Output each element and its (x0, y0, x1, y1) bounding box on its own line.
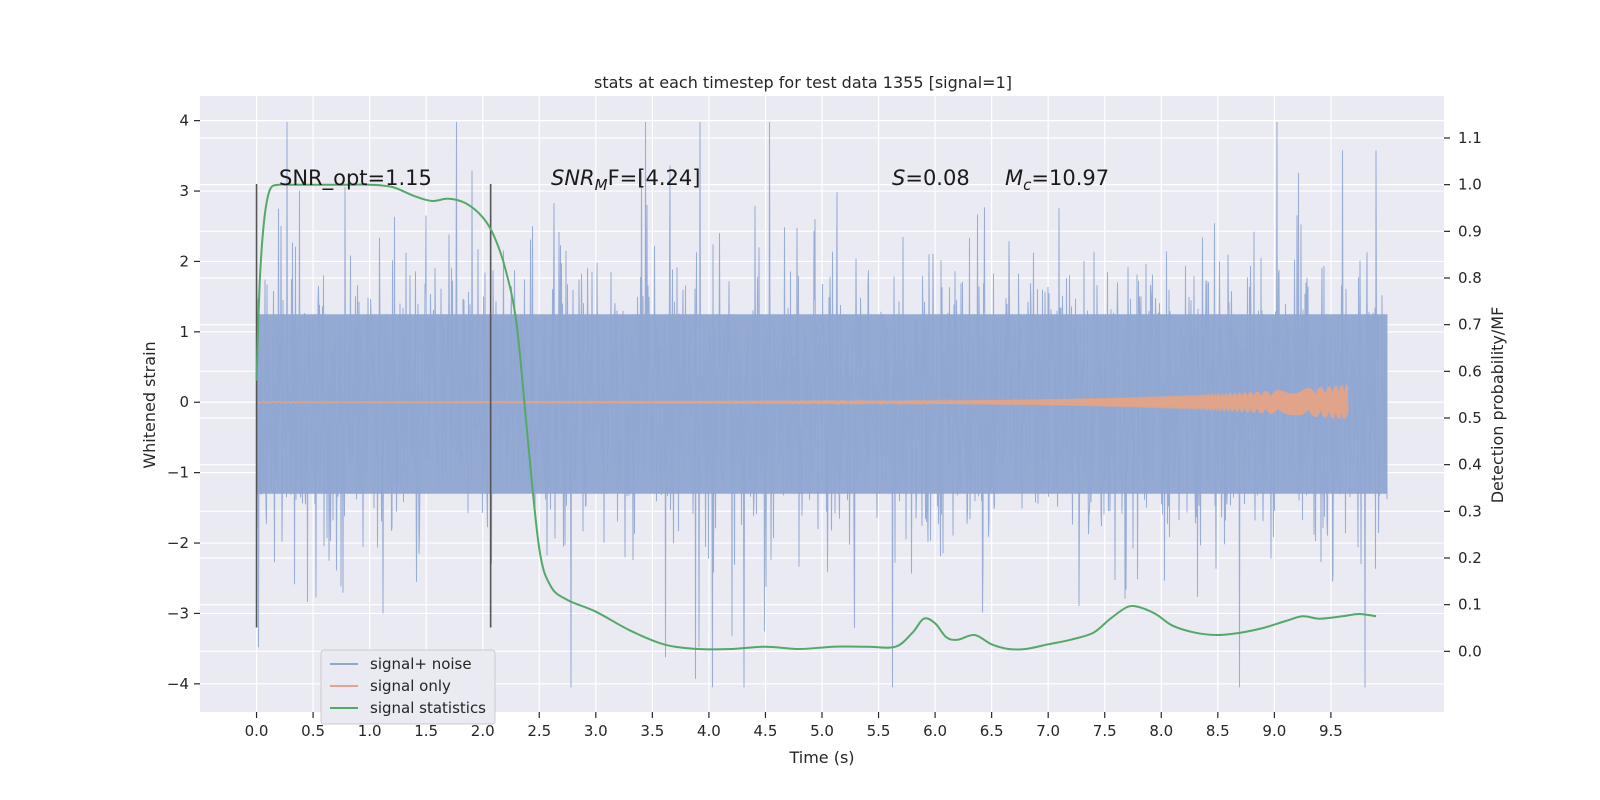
legend-label-signal-statistics: signal statistics (370, 699, 486, 717)
signal-only-line (256, 384, 1349, 420)
annotation-snr-mf-rest: F=[4.24] (608, 166, 701, 190)
y-tick-label-8: 4 (179, 112, 189, 130)
annotation-s-value: =0.08 (905, 166, 969, 190)
x-axis: 0.0 0.5 1.0 1.5 2.0 2.5 3.0 3.5 4.0 4.5 5.0 5.5 6.0 6… (245, 712, 1343, 740)
y2-tick-label-10: 1.0 (1458, 176, 1482, 194)
x-tick-label-8: 4.0 (697, 722, 721, 740)
legend-label-signal-noise: signal+ noise (370, 655, 472, 673)
x-tick-label-3: 1.5 (414, 722, 438, 740)
x-tick-label-7: 3.5 (640, 722, 664, 740)
annotation-mc-value: =10.97 (1031, 166, 1109, 190)
x-tick-label-9: 4.5 (754, 722, 778, 740)
series-signal-only (256, 384, 1349, 420)
y2-tick-label-8: 0.8 (1458, 269, 1482, 287)
x-tick-label-15: 7.5 (1093, 722, 1117, 740)
y2-tick-label-3: 0.3 (1458, 502, 1482, 520)
x-tick-label-0: 0.0 (245, 722, 269, 740)
y2-axis-label: Detection probability/MF (1488, 307, 1507, 504)
annotation-snr-mf-sub: M (595, 176, 608, 194)
x-tick-label-5: 2.5 (527, 722, 551, 740)
y2-tick-label-2: 0.2 (1458, 549, 1482, 567)
x-tick-label-6: 3.0 (584, 722, 608, 740)
x-tick-label-4: 2.0 (471, 722, 495, 740)
y-tick-label-0: −4 (167, 675, 189, 693)
annotation-mc: Mc=10.97 (1005, 166, 1109, 194)
y-tick-label-2: −2 (167, 534, 189, 552)
vertical-markers (255, 184, 492, 628)
y-axis-label: Whitened strain (140, 341, 159, 468)
signal-statistics-line (255, 183, 1377, 651)
annotation-snr-mf-base: SNR (551, 166, 595, 190)
annotation-s-label: S (892, 166, 905, 190)
y2-tick-label-9: 0.9 (1458, 222, 1482, 240)
series-signal-statistics (255, 183, 1377, 651)
x-tick-label-17: 8.5 (1206, 722, 1230, 740)
y2-tick-label-5: 0.5 (1458, 409, 1482, 427)
annotation-snr-mf: SNRMF=[4.24] (551, 166, 700, 194)
y2-tick-label-7: 0.7 (1458, 316, 1482, 334)
annotation-s: S=0.08 (892, 166, 970, 190)
y-tick-label-1: −3 (167, 604, 189, 622)
x-tick-label-2: 1.0 (358, 722, 382, 740)
x-tick-label-13: 6.5 (980, 722, 1004, 740)
x-tick-label-1: 0.5 (301, 722, 325, 740)
y2-tick-label-0: 0.0 (1458, 642, 1482, 660)
y2-tick-label-11: 1.1 (1458, 129, 1482, 147)
x-tick-label-14: 7.0 (1036, 722, 1060, 740)
y2-tick-label-1: 0.1 (1458, 596, 1482, 614)
y-tick-label-7: 3 (179, 182, 189, 200)
x-tick-label-16: 8.0 (1149, 722, 1173, 740)
annotation-snr-opt: SNR_opt=1.15 (279, 166, 432, 191)
x-tick-label-10: 5.0 (810, 722, 834, 740)
y-tick-label-4: 0 (179, 393, 189, 411)
y-tick-label-3: −1 (167, 464, 189, 482)
y-axis-left: −4 −3 −2 −1 0 1 2 3 4 (167, 112, 200, 693)
y-tick-label-6: 2 (179, 252, 189, 270)
x-tick-label-12: 6.0 (923, 722, 947, 740)
y2-tick-label-6: 0.6 (1458, 362, 1482, 380)
legend: signal+ noise signal only signal statist… (320, 649, 496, 725)
x-tick-label-19: 9.5 (1319, 722, 1343, 740)
y-axis-right: 0.0 0.1 0.2 0.3 0.4 0.5 0.6 0.7 0.8 0.9 1.0 1.1 (1444, 129, 1482, 660)
legend-label-signal-only: signal only (370, 677, 451, 695)
legend-box (320, 649, 496, 725)
annotation-mc-sub: c (1023, 176, 1032, 194)
y2-tick-label-4: 0.4 (1458, 456, 1482, 474)
chart-title: stats at each timestep for test data 135… (594, 73, 1012, 92)
annotation-mc-base: M (1005, 166, 1023, 190)
x-tick-label-18: 9.0 (1262, 722, 1286, 740)
x-axis-label: Time (s) (788, 748, 854, 767)
y-tick-label-5: 1 (179, 323, 189, 341)
x-tick-label-11: 5.5 (867, 722, 891, 740)
